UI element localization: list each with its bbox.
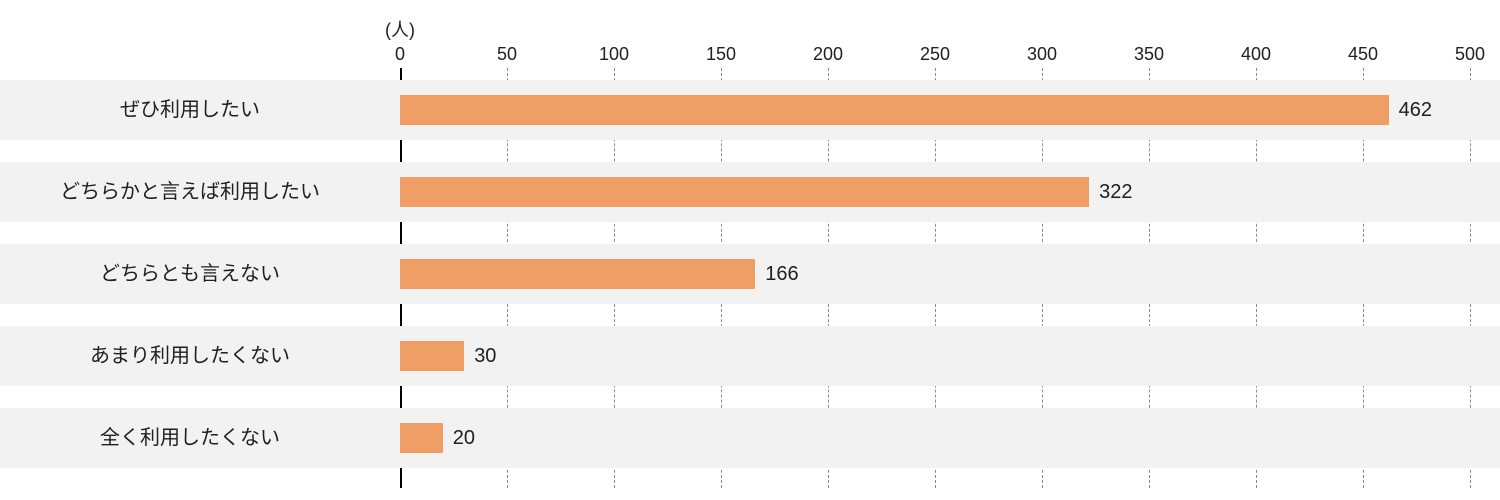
bar-value-label: 322 [1099,182,1132,202]
horizontal-bar-chart: (人) 0 50 100 150 200 250 300 350 400 450 500 ぜひ利用し… [0,0,1500,500]
x-tick-label: 300 [1027,44,1057,65]
bar-value-label: 166 [765,264,798,284]
x-tick-label: 150 [706,44,736,65]
x-tick-label: 500 [1455,44,1485,65]
bar-value-label: 462 [1399,100,1432,120]
axis-unit-label: (人) [385,16,415,42]
category-label: どちらとも言えない [0,264,380,284]
bar [400,259,755,289]
x-tick-label: 250 [920,44,950,65]
bar-value-label: 20 [453,428,475,448]
category-label: ぜひ利用したい [0,100,380,120]
x-tick-label: 200 [813,44,843,65]
x-tick-label: 50 [497,44,517,65]
x-tick-label: 100 [599,44,629,65]
bar [400,423,443,453]
bar-value-label: 30 [474,346,496,366]
bar [400,177,1089,207]
category-label: 全く利用したくない [0,428,380,448]
x-tick-label: 0 [395,44,405,65]
bar [400,95,1389,125]
x-tick-label: 350 [1134,44,1164,65]
category-label: どちらかと言えば利用したい [0,182,380,202]
bar [400,341,464,371]
category-label: あまり利用したくない [0,346,380,366]
x-tick-label: 450 [1348,44,1378,65]
x-tick-label: 400 [1241,44,1271,65]
